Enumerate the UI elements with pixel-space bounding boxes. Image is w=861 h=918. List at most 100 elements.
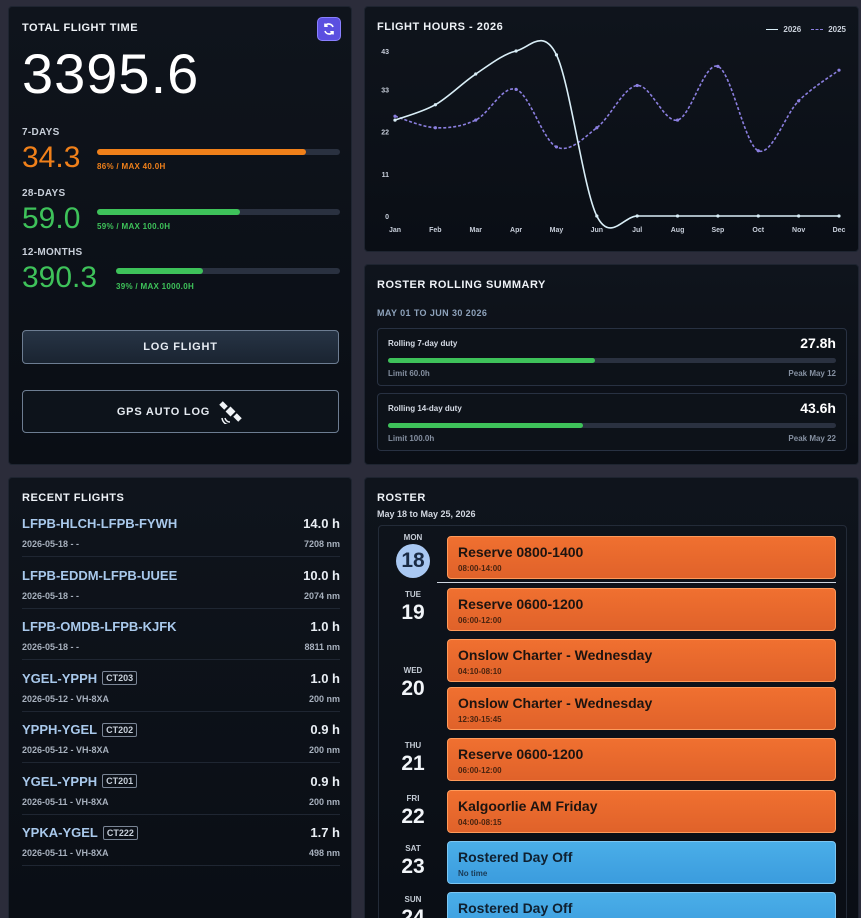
flight-distance: 2074 nm [303,590,340,601]
x-tick-label: Aug [671,227,685,234]
roster-event[interactable]: Onslow Charter - Wednesday 12:30-15:45 [447,687,836,730]
duty-peak: Peak May 12 [788,369,836,378]
flight-hours: 1.0 h [310,670,340,686]
y-tick-label: 33 [381,87,389,94]
current-time-line [437,582,836,583]
x-tick-label: Dec [833,227,846,234]
data-point-2025 [474,118,478,122]
data-point-2025 [554,145,559,149]
flight-route-label: LFPB-HLCH-LFPB-FYWH [22,516,178,531]
roster-card: ROSTER May 18 to May 25, 2026 MON 18 TUE 19… [364,477,859,918]
duty-name: Rolling 7-day duty [388,339,458,348]
data-point-2026 [514,49,518,53]
roster-event[interactable]: Onslow Charter - Wednesday 04:10-08:10 [447,639,836,682]
data-point-2025 [393,114,397,118]
x-tick-label: Mar [470,227,483,234]
satellite-icon [219,400,242,424]
x-tick-label: Jul [632,227,642,234]
roster-title: ROSTER [377,492,426,504]
metric-12-months: 12-MONTHS 390.3 39% / MAX 1000.0H [22,247,340,297]
roster-day: FRI 22 [383,794,443,829]
flight-hours-chart: 0 11 22 33 43 Jan Feb Mar Apr May Jun Jul Aug Sep Oct N… [381,40,846,234]
day-of-week: SAT [405,844,421,853]
log-flight-button[interactable]: LOG FLIGHT [22,330,339,364]
data-point-2025 [675,118,680,122]
metric-progress-fill [97,149,306,155]
roster-event[interactable]: Reserve 0600-1200 06:00-12:00 [447,588,836,631]
metric-value: 390.3 [22,261,98,294]
metric-progress-track [97,209,340,215]
roster-event[interactable]: Rostered Day Off [447,892,836,918]
day-of-week: WED [403,666,423,675]
metric-7-days: 7-DAYS 34.3 86% / MAX 40.0H [22,127,340,177]
flight-distance: 8811 nm [304,642,340,652]
flight-row[interactable]: YGEL-YPPH CT201 2026-05-11 - VH-8XA 0.9 h… [22,764,340,815]
metric-label: 12-MONTHS [22,247,83,258]
event-title: Rostered Day Off [458,849,573,865]
roster-day: THU 21 [383,741,443,776]
flight-distance: 7208 nm [303,539,340,549]
flight-row[interactable]: YGEL-YPPH CT203 2026-05-12 - VH-8XA 1.0 h… [22,661,340,712]
flight-number-tag: CT202 [102,722,138,737]
flight-date-aircraft: 2026-05-11 - VH-8XA [22,796,109,807]
event-title: Reserve 0600-1200 [458,746,584,762]
event-title: Reserve 0600-1200 [458,596,584,612]
flight-date-aircraft: 2026-05-11 - VH-8XA [22,848,109,858]
flight-hours: 10.0 h [303,567,340,583]
event-title: Onslow Charter - Wednesday [458,695,653,711]
refresh-button[interactable] [317,17,341,41]
flight-row[interactable]: LFPB-OMDB-LFPB-KJFK 2026-05-18 - - 1.0 h… [22,609,340,660]
metric-note: 39% / MAX 1000.0H [116,282,195,291]
flight-row[interactable]: LFPB-EDDM-LFPB-UUEE 2026-05-18 - - 10.0 … [22,558,340,609]
metric-28-days: 28-DAYS 59.0 59% / MAX 100.0H [22,188,340,238]
roster-event[interactable]: Rostered Day Off No time [447,841,836,884]
flight-route-label: LFPB-OMDB-LFPB-KJFK [22,619,177,634]
data-point-2026 [716,214,720,218]
data-point-2025 [756,149,760,153]
y-tick-label: 11 [382,172,390,179]
gps-auto-log-button[interactable]: GPS AUTO LOG [22,390,339,433]
data-point-2025 [433,126,437,130]
duty-item: Rolling 7-day duty 27.8h Limit 60.0h Pea… [377,328,847,386]
event-time: 12:30-15:45 [458,715,502,724]
flight-row[interactable]: YPPH-YGEL CT202 2026-05-12 - VH-8XA 0.9 h… [22,712,340,763]
roster-event[interactable]: Reserve 0800-1400 08:00-14:00 [447,536,836,579]
roster-event[interactable]: Kalgoorlie AM Friday 04:00-08:15 [447,790,836,833]
metric-progress-fill [116,268,204,274]
y-tick-label: 43 [381,49,389,56]
flight-distance: 498 nm [308,848,340,858]
flight-row[interactable]: LFPB-HLCH-LFPB-FYWH 2026-05-18 - - 14.0 … [22,506,340,557]
flight-hours-chart-card: 0 11 22 33 43 Jan Feb Mar Apr May Jun Jul Aug Sep Oct N… [364,6,859,252]
duty-progress-track [388,423,836,428]
series-line-2025 [394,65,840,152]
metric-label: 7-DAYS [22,127,60,138]
x-tick-label: Sep [711,227,724,234]
flight-route: YPPH-YGEL CT202 [22,722,138,737]
duty-limit: Limit 60.0h [388,369,430,378]
data-point-2026 [797,214,801,218]
duty-item: Rolling 14-day duty 43.6h Limit 100.0h P… [377,393,847,451]
x-tick-label: May [550,227,564,234]
day-number: 22 [401,805,425,828]
duty-progress-track [388,358,836,363]
flight-hours: 1.0 h [310,619,340,634]
flight-hours: 0.9 h [310,773,340,789]
flight-row[interactable]: YPKA-YGEL CT222 2026-05-11 - VH-8XA 1.7 h… [22,815,340,866]
flight-route: LFPB-HLCH-LFPB-FYWH [22,516,177,531]
day-of-week: MON [403,533,423,542]
duty-value: 43.6h [800,400,836,416]
data-point-2025 [514,87,518,91]
roster-day: MON 18 [383,533,443,578]
day-number: 24 [401,906,425,918]
roster-event[interactable]: Reserve 0600-1200 06:00-12:00 [447,738,836,781]
total-flight-time-value: 3395.6 [22,42,200,105]
data-point-2025 [595,126,599,130]
metric-note: 86% / MAX 40.0H [97,162,166,171]
flight-date-aircraft: 2026-05-12 - VH-8XA [22,745,110,755]
metric-value: 34.3 [22,141,81,174]
flight-route-label: YPKA-YGEL [22,825,98,840]
flight-route-label: YGEL-YPPH [22,773,98,789]
flight-distance: 200 nm [308,693,340,704]
gps-auto-log-label: GPS AUTO LOG [116,405,211,418]
event-time: 08:00-14:00 [458,564,502,573]
